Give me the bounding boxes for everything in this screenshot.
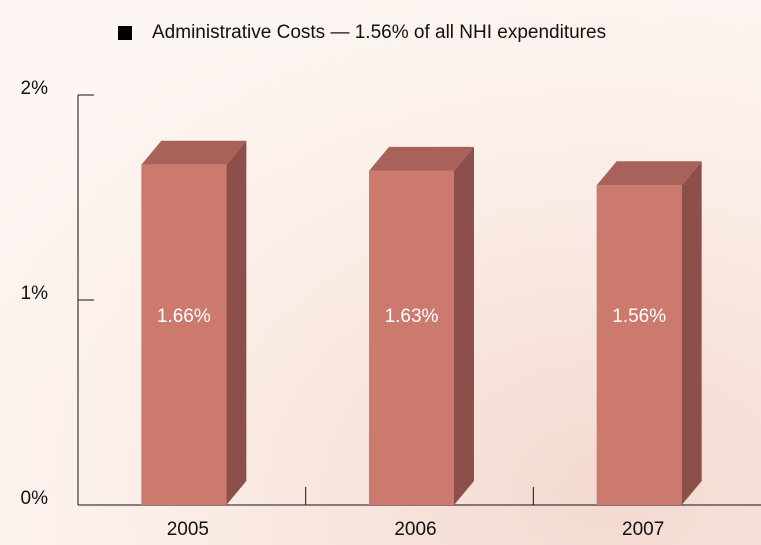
value-label: 1.66% [157, 306, 211, 327]
bar-side [226, 140, 247, 505]
legend-swatch [118, 26, 132, 40]
x-tick-label: 2007 [622, 519, 664, 540]
value-label: 1.56% [612, 306, 666, 327]
legend-label: Administrative Costs — 1.56% of all NHI … [152, 22, 606, 43]
y-tick-label: 2% [21, 78, 49, 99]
value-label: 1.63% [385, 306, 439, 327]
x-tick-label: 2006 [394, 519, 436, 540]
bar-top [596, 161, 702, 186]
bar-side [454, 146, 474, 505]
x-tick-label: 2005 [167, 519, 209, 540]
bar-side [681, 161, 702, 505]
bar [596, 185, 682, 505]
y-tick-label: 1% [21, 283, 49, 304]
bar [141, 164, 227, 505]
bar [369, 170, 454, 505]
bar-top [369, 146, 474, 171]
bar-top [141, 140, 247, 165]
y-tick-label: 0% [21, 488, 49, 509]
